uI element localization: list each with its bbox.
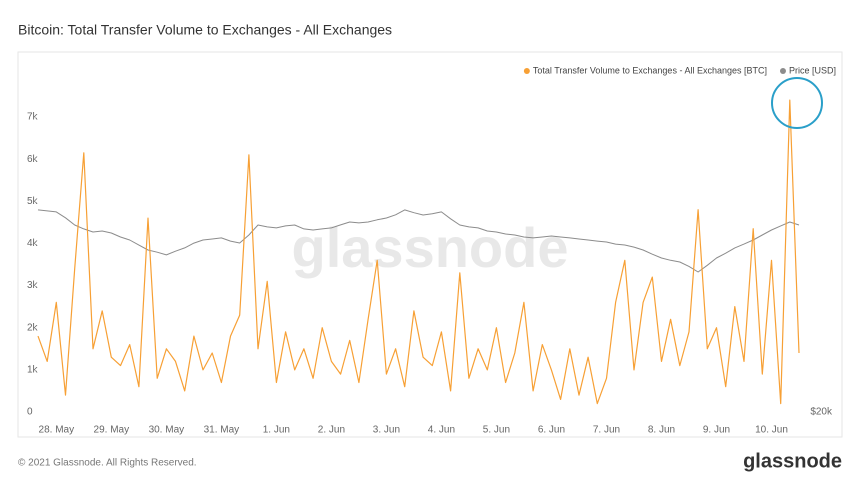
y-tick-label: 3k: [27, 280, 39, 291]
legend-label: Total Transfer Volume to Exchanges - All…: [533, 65, 767, 75]
x-tick-label: 9. Jun: [703, 425, 730, 436]
y-tick-label: 4k: [27, 238, 39, 249]
y-tick-label: 5k: [27, 196, 39, 207]
legend-label: Price [USD]: [789, 65, 836, 75]
x-tick-label: 8. Jun: [648, 425, 675, 436]
series-line: [37, 99, 800, 405]
chart-title: Bitcoin: Total Transfer Volume to Exchan…: [18, 22, 392, 38]
plot-area: 0 1k 2k 3k 4k 5k 6k 7k $20k 28. May 29. May 30. May…: [27, 99, 833, 436]
legend-marker: [779, 68, 786, 74]
copyright: © 2021 Glassnode. All Rights Reserved.: [18, 458, 197, 469]
y-tick-label: 0: [27, 407, 33, 418]
x-tick-label: 7. Jun: [593, 425, 620, 436]
highlight-circle: [771, 77, 823, 129]
x-tick-label: 5. Jun: [483, 425, 510, 436]
y-tick-label: 6k: [27, 154, 39, 165]
x-tick-label: 1. Jun: [263, 425, 290, 436]
y2-tick-label: $20k: [810, 407, 833, 418]
x-tick-label: 28. May: [39, 425, 75, 436]
x-tick-label: 10. Jun: [755, 425, 788, 436]
brand-logo: glassnode: [743, 450, 842, 472]
x-tick-label: 2. Jun: [318, 425, 345, 436]
y-tick-label: 7k: [27, 112, 39, 123]
legend-marker: [523, 68, 530, 74]
y-tick-label: 1k: [27, 364, 39, 375]
x-tick-label: 3. Jun: [373, 425, 400, 436]
watermark: glassnode: [292, 216, 569, 279]
y-tick-label: 2k: [27, 322, 39, 333]
x-tick-label: 29. May: [94, 425, 130, 436]
x-tick-label: 30. May: [149, 425, 185, 436]
x-tick-label: 31. May: [204, 425, 240, 436]
series-line: [37, 209, 800, 273]
x-tick-label: 4. Jun: [428, 425, 455, 436]
legend: Price [USD] Total Transfer Volume to Exch…: [523, 65, 836, 75]
x-tick-label: 6. Jun: [538, 425, 565, 436]
chart-frame: [17, 51, 843, 438]
